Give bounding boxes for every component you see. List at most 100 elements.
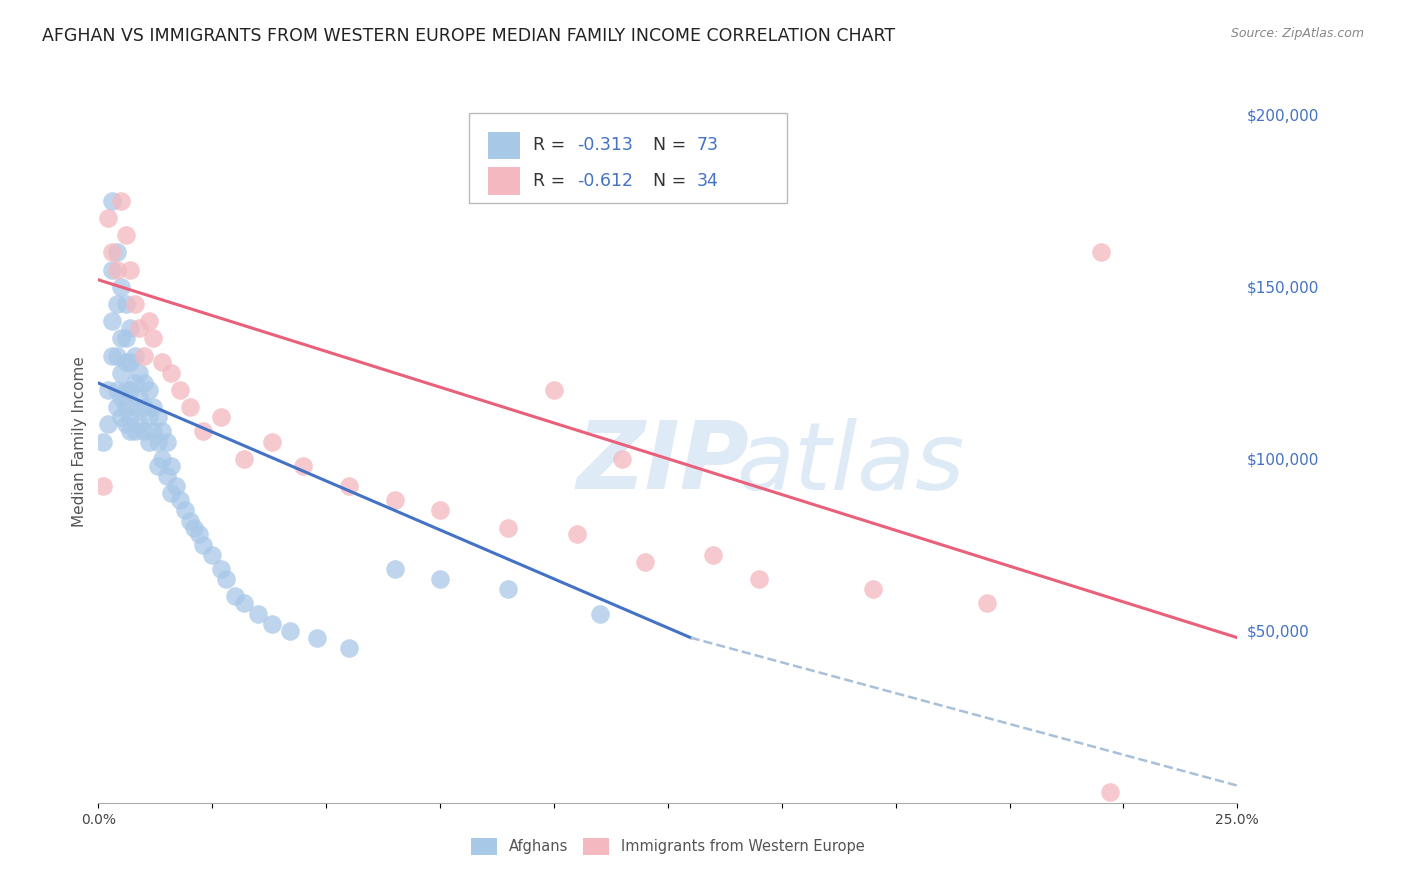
Text: Source: ZipAtlas.com: Source: ZipAtlas.com xyxy=(1230,27,1364,40)
Text: ZIP: ZIP xyxy=(576,417,749,509)
Point xyxy=(337,479,360,493)
Point xyxy=(543,383,565,397)
Text: AFGHAN VS IMMIGRANTS FROM WESTERN EUROPE MEDIAN FAMILY INCOME CORRELATION CHART: AFGHAN VS IMMIGRANTS FROM WESTERN EUROPE… xyxy=(42,27,896,45)
Y-axis label: Median Family Income: Median Family Income xyxy=(72,356,87,527)
Point xyxy=(146,434,169,449)
Point xyxy=(384,493,406,508)
FancyBboxPatch shape xyxy=(488,132,520,159)
Point xyxy=(1098,785,1121,799)
Point xyxy=(120,410,142,425)
Text: R =: R = xyxy=(533,172,571,190)
Point xyxy=(110,366,132,380)
Point xyxy=(124,349,146,363)
Point xyxy=(110,331,132,345)
Point xyxy=(142,331,165,345)
Point xyxy=(146,410,169,425)
Point xyxy=(179,400,201,414)
Point xyxy=(91,434,114,449)
Point xyxy=(150,355,173,369)
Point xyxy=(201,548,224,562)
Point xyxy=(292,458,315,473)
Point xyxy=(138,410,160,425)
Point xyxy=(96,211,118,225)
Text: -0.313: -0.313 xyxy=(576,136,633,154)
Point xyxy=(105,349,128,363)
Point xyxy=(179,514,201,528)
Text: N =: N = xyxy=(652,172,692,190)
Point xyxy=(156,434,179,449)
Point xyxy=(124,297,146,311)
Point xyxy=(105,297,128,311)
Point xyxy=(246,607,269,621)
Point xyxy=(114,417,136,432)
Point xyxy=(101,349,124,363)
Point xyxy=(183,520,205,534)
Point xyxy=(138,314,160,328)
Text: 34: 34 xyxy=(696,172,718,190)
Point xyxy=(120,424,142,438)
Point xyxy=(174,503,197,517)
Text: 73: 73 xyxy=(696,136,718,154)
Point xyxy=(150,424,173,438)
Point xyxy=(634,555,657,569)
Point xyxy=(209,562,232,576)
Point xyxy=(132,376,155,390)
Point xyxy=(429,572,451,586)
Point xyxy=(114,355,136,369)
Point xyxy=(193,538,215,552)
Point xyxy=(260,434,283,449)
Point xyxy=(124,400,146,414)
Point xyxy=(124,424,146,438)
Legend: Afghans, Immigrants from Western Europe: Afghans, Immigrants from Western Europe xyxy=(465,832,870,861)
Point xyxy=(260,616,283,631)
Point xyxy=(429,503,451,517)
Point xyxy=(209,410,232,425)
Point xyxy=(132,349,155,363)
Point xyxy=(278,624,301,638)
Point xyxy=(120,321,142,335)
Point xyxy=(96,417,118,432)
Point xyxy=(169,493,191,508)
Point xyxy=(156,469,179,483)
Point xyxy=(128,366,150,380)
Point xyxy=(138,383,160,397)
Point xyxy=(224,590,246,604)
Point xyxy=(128,417,150,432)
Point xyxy=(128,390,150,404)
Point xyxy=(160,366,183,380)
Point xyxy=(337,640,360,655)
Point xyxy=(110,279,132,293)
Point xyxy=(120,262,142,277)
Text: atlas: atlas xyxy=(737,417,965,508)
Point xyxy=(132,424,155,438)
Point xyxy=(101,314,124,328)
Point xyxy=(120,355,142,369)
Point xyxy=(142,400,165,414)
FancyBboxPatch shape xyxy=(468,112,787,203)
Point xyxy=(233,451,256,466)
Point xyxy=(114,297,136,311)
Text: R =: R = xyxy=(533,136,571,154)
Point xyxy=(1090,245,1112,260)
Point xyxy=(384,562,406,576)
Point xyxy=(612,451,634,466)
Point xyxy=(114,400,136,414)
Text: -0.612: -0.612 xyxy=(576,172,633,190)
Point xyxy=(128,321,150,335)
Point xyxy=(187,527,209,541)
Point xyxy=(105,245,128,260)
Point xyxy=(96,383,118,397)
Point xyxy=(498,520,520,534)
Point xyxy=(105,262,128,277)
Point xyxy=(150,451,173,466)
Point xyxy=(101,245,124,260)
Point xyxy=(101,194,124,208)
Point xyxy=(120,383,142,397)
Point xyxy=(193,424,215,438)
Point xyxy=(114,383,136,397)
Point xyxy=(588,607,610,621)
Point xyxy=(146,458,169,473)
Point xyxy=(110,410,132,425)
Point xyxy=(91,479,114,493)
Point xyxy=(307,631,329,645)
